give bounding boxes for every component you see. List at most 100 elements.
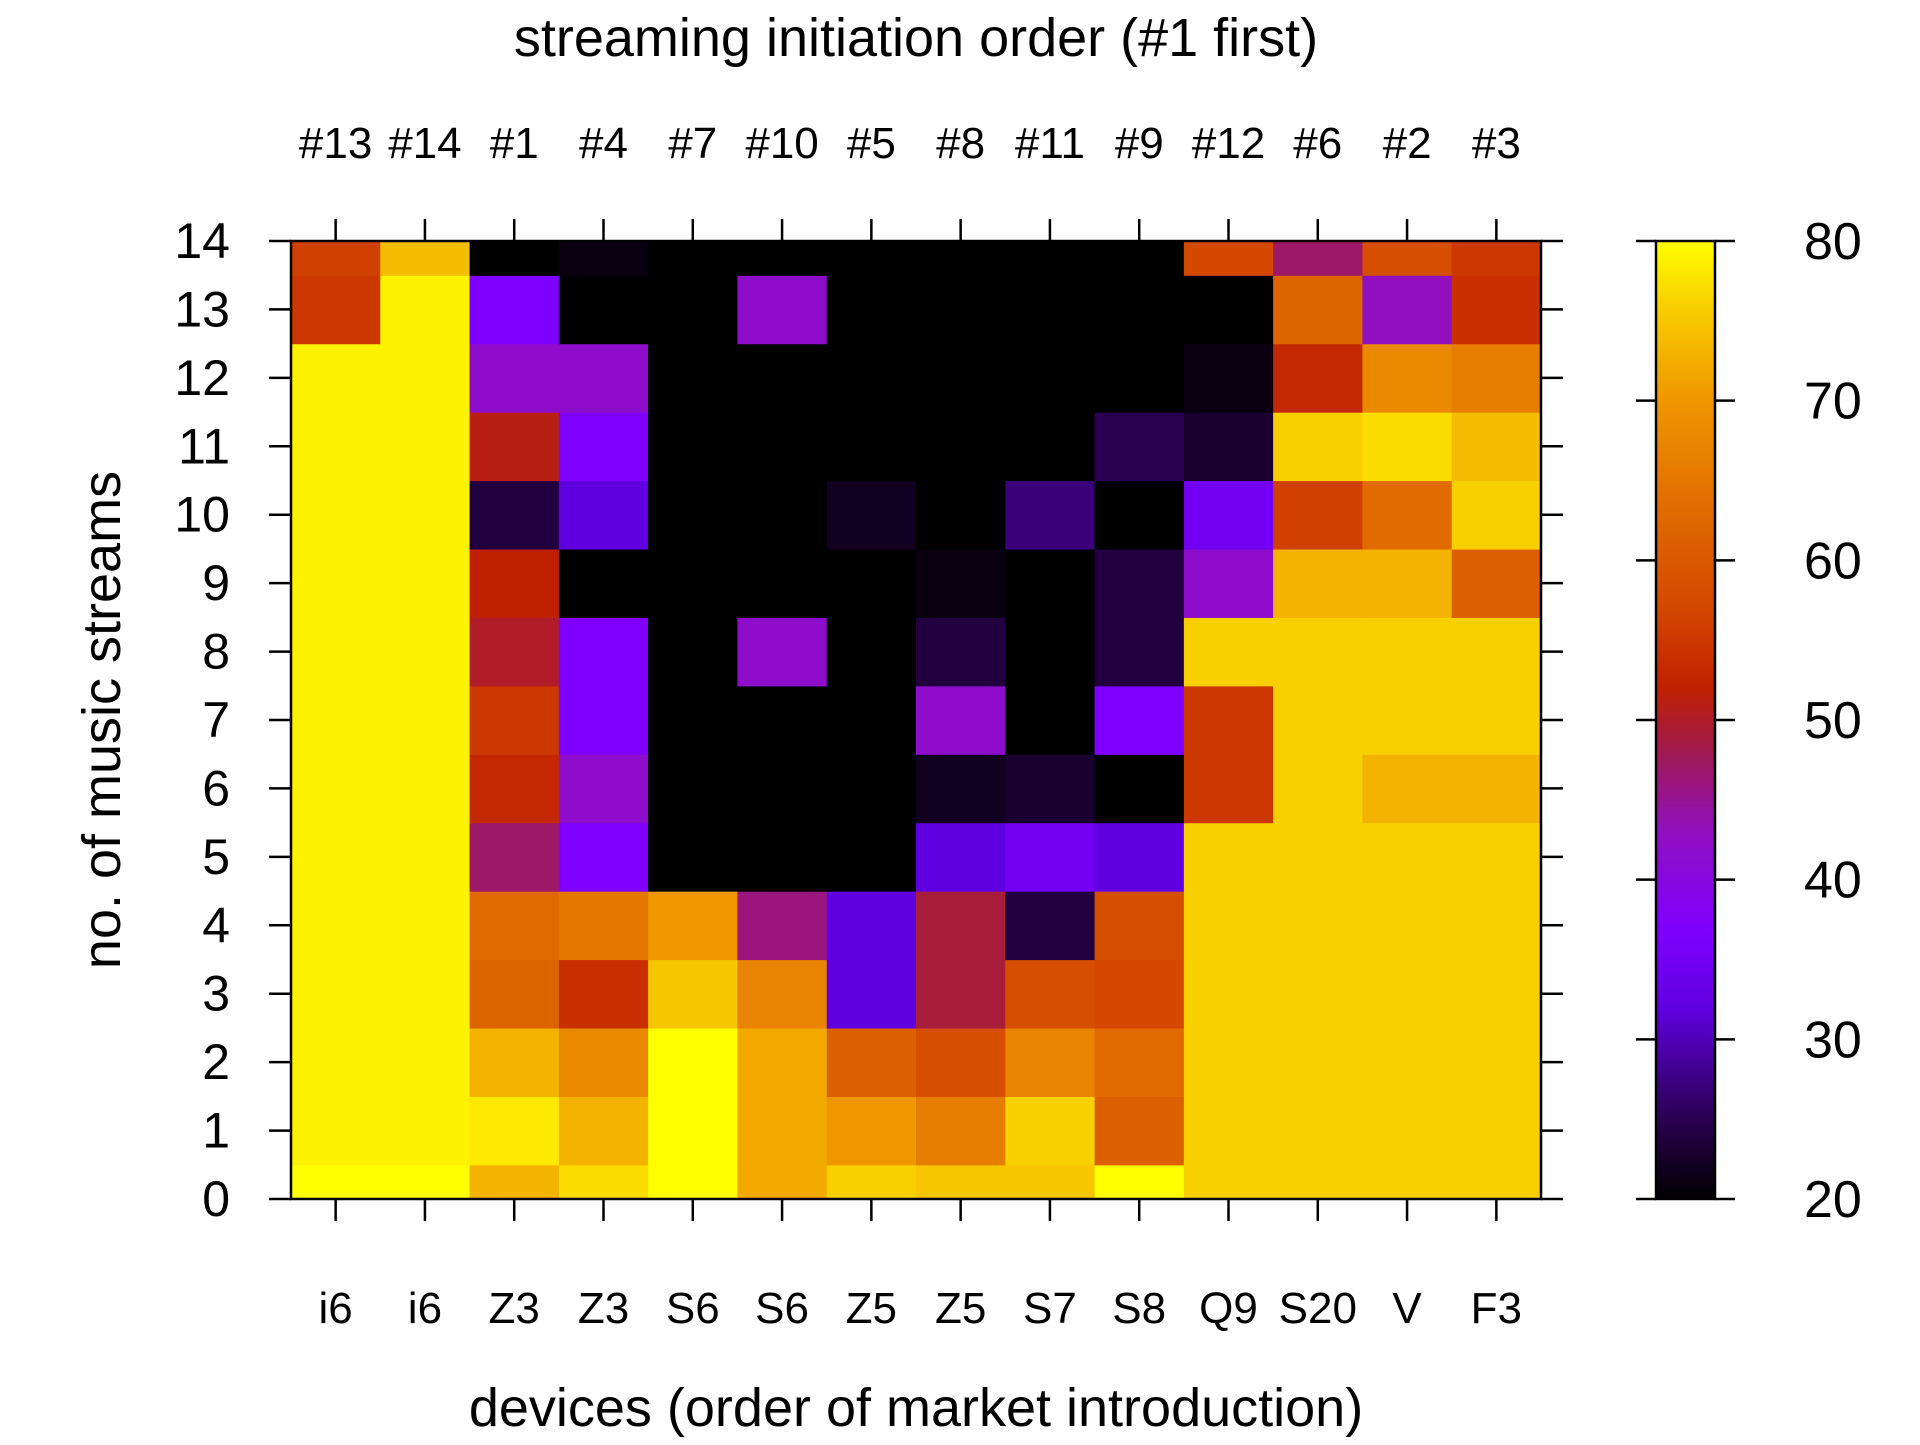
heatmap-cell [737,617,828,687]
heatmap-cell [1094,822,1185,892]
top-tick-label: #1 [490,119,539,168]
heatmap-cell [1183,275,1274,345]
heatmap-cell [1094,241,1185,276]
heatmap-cell [291,480,381,550]
heatmap-cell [916,241,1006,276]
heatmap-cell [1362,822,1453,892]
heatmap-cell [1273,1027,1364,1097]
heatmap-cell [737,275,828,345]
heatmap-cell [648,685,739,755]
heatmap-cell [558,1096,649,1166]
heatmap-cell [380,822,471,892]
heatmap-cell [558,343,649,413]
heatmap-cell [648,891,739,961]
axis-ticks [269,219,1563,1221]
heatmap-cell [737,1164,828,1200]
heatmap-cell [1451,275,1542,345]
x-tick-label: Z5 [846,1284,897,1333]
heatmap-cell [469,685,560,755]
heatmap-cell [1094,685,1185,755]
heatmap-cell [1094,275,1185,345]
heatmap-cell [737,412,828,482]
heatmap-cell [1005,959,1096,1029]
x-tick-label: Z3 [578,1284,629,1333]
heatmap-cell [1362,617,1453,687]
heatmap-cell [380,343,471,413]
top-tick-label: #10 [745,119,818,168]
heatmap-cell [1451,548,1542,618]
heatmap-cell [1451,959,1542,1029]
heatmap-cell [469,822,560,892]
chart-title: streaming initiation order (#1 first) [514,8,1318,68]
heatmap-cell [916,1164,1006,1200]
x-tick-label: Q9 [1199,1284,1258,1333]
heatmap-cell [916,1027,1006,1097]
x-tick-label: S8 [1112,1284,1166,1333]
x-tick-label: V [1392,1284,1422,1333]
heatmap-cell [558,959,649,1029]
heatmap-cell [1451,891,1542,961]
heatmap-cell [380,275,471,345]
x-tick-label: i6 [408,1284,442,1333]
heatmap-cell [1094,891,1185,961]
heatmap-cell [291,959,381,1029]
heatmap-cell [1005,1096,1096,1166]
heatmap-cell [1451,617,1542,687]
heatmap-cell [1005,548,1096,618]
y-tick-label: 1 [202,1103,230,1159]
heatmap-cell [1183,959,1274,1029]
heatmap-cell [826,617,917,687]
heatmap-cell [291,891,381,961]
heatmap-cell [1273,891,1364,961]
top-tick-label: #6 [1293,119,1342,168]
heatmap-cell [1005,480,1096,550]
heatmap-cell [1094,1096,1185,1166]
top-tick-label: #5 [847,119,896,168]
heatmap-cell [1362,754,1453,824]
y-tick-label: 14 [174,213,230,269]
heatmap-cell [558,548,649,618]
heatmap-cell [558,685,649,755]
heatmap-cell [380,1027,471,1097]
top-tick-label: #14 [388,119,461,168]
heatmap-cell [291,241,381,276]
heatmap-cell [737,1027,828,1097]
y-tick-label: 4 [202,897,230,953]
heatmap-cell [1183,685,1274,755]
heatmap-cell [916,548,1006,618]
colorbar [1654,239,1717,1201]
heatmap-cell [1005,1164,1096,1200]
heatmap-cell [1183,1164,1274,1200]
heatmap-cell [1451,754,1542,824]
heatmap-cell [469,241,560,276]
heatmap-cells [291,241,1542,1200]
heatmap-cell [826,1027,917,1097]
heatmap-cell [826,891,917,961]
heatmap-cell [1362,241,1453,276]
colorbar-tick-label: 50 [1804,692,1862,750]
y-tick-label: 9 [202,555,230,611]
heatmap-cell [1362,548,1453,618]
heatmap-cell [291,412,381,482]
top-tick-label: #11 [1015,119,1085,168]
top-tick-label: #7 [668,119,717,168]
heatmap-cell [469,891,560,961]
x-tick-label: Z5 [935,1284,986,1333]
heatmap-cell [291,1027,381,1097]
top-tick-label: #2 [1383,119,1432,168]
heatmap-cell [291,548,381,618]
heatmap-cell [1183,480,1274,550]
heatmap-cell [1273,754,1364,824]
heatmap-cell [291,617,381,687]
heatmap-cell [916,480,1006,550]
heatmap-cell [558,891,649,961]
heatmap-cell [826,1164,917,1200]
top-tick-label: #9 [1115,119,1164,168]
heatmap-cell [1094,548,1185,618]
heatmap-cell [558,754,649,824]
heatmap-cell [1183,1096,1274,1166]
heatmap-cell [648,241,739,276]
heatmap-cell [648,617,739,687]
heatmap-cell [916,891,1006,961]
